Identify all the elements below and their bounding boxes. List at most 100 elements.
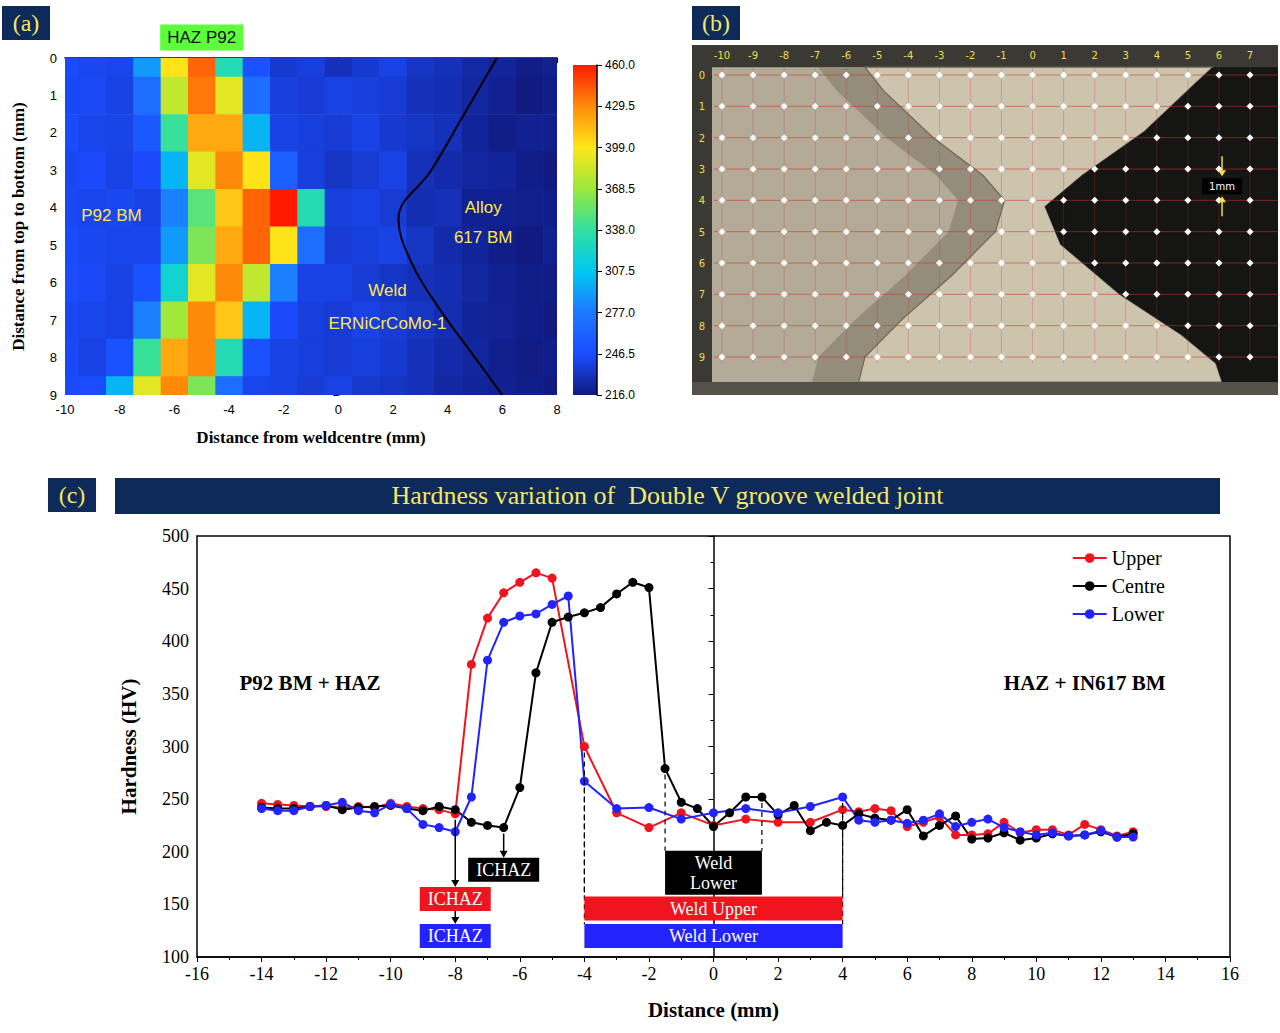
svg-text:0: 0 <box>335 402 342 417</box>
svg-text:1: 1 <box>699 101 705 112</box>
svg-text:10: 10 <box>1027 964 1045 984</box>
svg-text:2: 2 <box>699 133 705 144</box>
svg-text:0: 0 <box>50 51 57 66</box>
svg-text:-4: -4 <box>223 402 235 417</box>
svg-text:4: 4 <box>50 200 57 215</box>
svg-text:7: 7 <box>699 289 705 300</box>
svg-text:2: 2 <box>389 402 396 417</box>
svg-text:-1: -1 <box>997 50 1007 61</box>
svg-text:16: 16 <box>1221 964 1239 984</box>
svg-text:4: 4 <box>1154 50 1160 61</box>
svg-text:14: 14 <box>1156 964 1174 984</box>
svg-text:Lower: Lower <box>690 873 737 893</box>
svg-text:2: 2 <box>50 125 57 140</box>
svg-text:8: 8 <box>553 402 560 417</box>
svg-text:ICHAZ: ICHAZ <box>428 889 483 909</box>
svg-text:-12: -12 <box>314 964 338 984</box>
svg-text:-7: -7 <box>810 50 820 61</box>
svg-text:3: 3 <box>1123 50 1129 61</box>
svg-text:-4: -4 <box>577 964 592 984</box>
svg-text:1mm: 1mm <box>1209 181 1235 192</box>
svg-text:460.0: 460.0 <box>605 58 635 72</box>
svg-text:368.5: 368.5 <box>605 182 635 196</box>
svg-text:6: 6 <box>499 402 506 417</box>
svg-text:-10: -10 <box>714 50 730 61</box>
svg-text:2: 2 <box>1092 50 1098 61</box>
svg-text:HAZ + IN617 BM: HAZ + IN617 BM <box>1004 671 1166 695</box>
svg-text:200: 200 <box>162 842 189 862</box>
svg-text:0: 0 <box>709 964 718 984</box>
svg-text:HAZ P92: HAZ P92 <box>167 28 236 47</box>
svg-text:-4: -4 <box>903 50 913 61</box>
svg-text:6: 6 <box>903 964 912 984</box>
svg-text:5: 5 <box>699 227 705 238</box>
svg-text:Upper: Upper <box>1112 547 1162 570</box>
svg-text:277.0: 277.0 <box>605 306 635 320</box>
svg-text:216.0: 216.0 <box>605 388 635 402</box>
svg-text:-8: -8 <box>448 964 463 984</box>
svg-text:Weld Upper: Weld Upper <box>670 899 757 919</box>
svg-text:Alloy: Alloy <box>465 198 502 217</box>
svg-text:9: 9 <box>50 388 57 403</box>
svg-text:4: 4 <box>838 964 847 984</box>
svg-text:6: 6 <box>50 275 57 290</box>
svg-text:7: 7 <box>50 313 57 328</box>
svg-text:Distance from weldcentre (mm): Distance from weldcentre (mm) <box>196 428 425 447</box>
svg-text:-9: -9 <box>748 50 758 61</box>
svg-text:6: 6 <box>1216 50 1222 61</box>
svg-text:ICHAZ: ICHAZ <box>428 926 483 946</box>
svg-text:617 BM: 617 BM <box>454 228 513 247</box>
svg-text:307.5: 307.5 <box>605 264 635 278</box>
svg-text:-6: -6 <box>512 964 527 984</box>
svg-text:-2: -2 <box>278 402 290 417</box>
svg-text:6: 6 <box>699 258 705 269</box>
svg-text:-14: -14 <box>250 964 274 984</box>
svg-text:-16: -16 <box>185 964 209 984</box>
svg-text:3: 3 <box>50 163 57 178</box>
svg-text:500: 500 <box>162 526 189 546</box>
svg-text:338.0: 338.0 <box>605 223 635 237</box>
svg-text:7: 7 <box>1247 50 1253 61</box>
svg-text:Distance (mm): Distance (mm) <box>648 998 779 1022</box>
svg-text:5: 5 <box>1185 50 1191 61</box>
svg-text:P92 BM + HAZ: P92 BM + HAZ <box>240 671 381 695</box>
svg-text:1: 1 <box>50 88 57 103</box>
svg-text:-8: -8 <box>114 402 126 417</box>
svg-text:300: 300 <box>162 737 189 757</box>
svg-text:8: 8 <box>50 350 57 365</box>
svg-text:0: 0 <box>1029 50 1035 61</box>
svg-text:2: 2 <box>774 964 783 984</box>
svg-text:399.0: 399.0 <box>605 141 635 155</box>
svg-text:-10: -10 <box>379 964 403 984</box>
svg-text:-6: -6 <box>841 50 851 61</box>
svg-text:1: 1 <box>1060 50 1066 61</box>
svg-text:Distance from top to bottom (m: Distance from top to bottom (mm) <box>9 102 28 351</box>
svg-text:Weld Lower: Weld Lower <box>669 926 758 946</box>
svg-text:429.5: 429.5 <box>605 99 635 113</box>
svg-text:150: 150 <box>162 894 189 914</box>
svg-text:-10: -10 <box>56 402 75 417</box>
svg-text:-8: -8 <box>779 50 789 61</box>
svg-text:4: 4 <box>444 402 451 417</box>
svg-text:350: 350 <box>162 684 189 704</box>
svg-text:0: 0 <box>699 70 705 81</box>
svg-text:-5: -5 <box>872 50 882 61</box>
svg-text:400: 400 <box>162 631 189 651</box>
svg-text:450: 450 <box>162 579 189 599</box>
svg-text:-6: -6 <box>169 402 181 417</box>
svg-text:Weld: Weld <box>368 281 406 300</box>
svg-text:9: 9 <box>699 352 705 363</box>
svg-text:250: 250 <box>162 789 189 809</box>
svg-text:-3: -3 <box>934 50 944 61</box>
svg-text:Hardness (HV): Hardness (HV) <box>117 679 141 815</box>
svg-text:8: 8 <box>699 321 705 332</box>
svg-text:-2: -2 <box>965 50 975 61</box>
svg-text:-2: -2 <box>641 964 656 984</box>
svg-text:Lower: Lower <box>1112 603 1165 625</box>
svg-text:12: 12 <box>1092 964 1110 984</box>
svg-text:3: 3 <box>699 164 705 175</box>
svg-text:5: 5 <box>50 238 57 253</box>
svg-text:Weld: Weld <box>695 853 733 873</box>
svg-text:4: 4 <box>699 195 705 206</box>
svg-text:8: 8 <box>967 964 976 984</box>
